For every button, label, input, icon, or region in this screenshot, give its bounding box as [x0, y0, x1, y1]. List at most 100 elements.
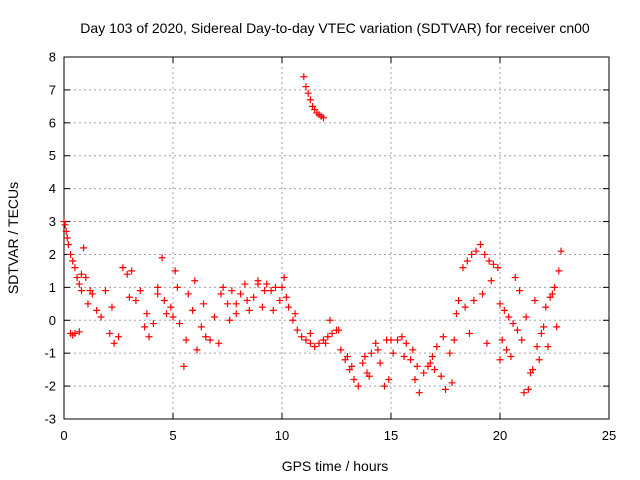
data-point — [173, 283, 181, 291]
data-point — [359, 359, 367, 367]
data-point — [319, 114, 327, 122]
data-point — [237, 290, 245, 298]
data-point — [531, 297, 539, 305]
data-point — [101, 287, 109, 295]
data-point — [67, 250, 75, 258]
data-point — [106, 329, 114, 337]
data-point — [553, 323, 561, 331]
data-point — [487, 277, 495, 285]
data-point — [337, 346, 345, 354]
data-point — [154, 290, 162, 298]
data-point — [468, 250, 476, 258]
data-point — [311, 343, 319, 351]
data-point — [411, 376, 419, 384]
data-point — [219, 283, 227, 291]
x-tick-label: 20 — [493, 428, 507, 443]
data-point — [326, 316, 334, 324]
data-point — [60, 218, 68, 226]
data-point — [442, 385, 449, 393]
data-point — [420, 369, 428, 377]
data-point — [304, 89, 312, 97]
data-point — [520, 389, 528, 397]
data-point — [335, 326, 343, 334]
data-point — [513, 326, 521, 334]
data-point — [243, 297, 251, 305]
data-point — [250, 293, 258, 301]
data-point — [162, 310, 170, 318]
data-point — [232, 310, 240, 318]
data-point — [84, 300, 92, 308]
data-point — [354, 382, 362, 390]
data-point — [413, 362, 421, 370]
data-point — [380, 382, 388, 390]
data-point — [302, 83, 310, 91]
data-point — [193, 346, 201, 354]
data-point — [446, 349, 454, 357]
data-point — [189, 306, 197, 314]
data-point — [551, 283, 558, 291]
data-point — [289, 316, 297, 324]
y-tick-label: 3 — [49, 214, 56, 229]
data-point — [171, 267, 179, 275]
data-point — [132, 297, 140, 305]
data-point — [485, 257, 493, 265]
data-point — [407, 356, 415, 364]
data-point — [542, 303, 550, 311]
data-point — [293, 326, 301, 334]
data-point — [500, 306, 508, 314]
data-point — [463, 257, 471, 265]
data-point — [62, 227, 70, 235]
data-point — [483, 339, 491, 347]
data-point — [210, 313, 218, 321]
data-point — [322, 339, 330, 347]
data-point — [63, 234, 71, 242]
grid-lines — [64, 57, 609, 419]
data-point — [71, 329, 79, 337]
data-point — [224, 300, 231, 308]
data-point — [276, 297, 284, 305]
data-point — [509, 320, 517, 328]
y-tick-label: 7 — [49, 82, 56, 97]
data-point — [472, 247, 480, 255]
data-point — [306, 339, 314, 347]
data-point — [367, 349, 375, 357]
data-point — [291, 310, 299, 318]
data-point — [136, 287, 144, 295]
data-point — [535, 356, 543, 364]
data-point — [258, 303, 266, 311]
data-point — [267, 287, 275, 295]
plot-frame — [63, 56, 610, 420]
data-point — [343, 352, 351, 360]
data-point — [459, 264, 467, 272]
data-point — [77, 270, 85, 278]
data-point — [400, 352, 408, 360]
data-point — [86, 287, 94, 295]
data-point — [361, 352, 369, 360]
data-point — [125, 293, 133, 301]
data-point — [197, 323, 205, 331]
data-point — [245, 306, 253, 314]
data-point — [489, 260, 497, 268]
data-point — [431, 366, 439, 374]
data-point — [481, 250, 489, 258]
data-point — [328, 329, 336, 337]
x-tick-label: 25 — [602, 428, 616, 443]
y-tick-label: 4 — [49, 181, 56, 196]
x-tick-label: 10 — [275, 428, 289, 443]
data-point — [479, 290, 487, 298]
data-point — [202, 333, 210, 341]
data-point — [169, 313, 177, 321]
data-point — [428, 352, 436, 360]
data-point — [217, 290, 225, 298]
y-tick-label: 1 — [49, 280, 56, 295]
data-point — [241, 280, 249, 288]
data-point — [80, 244, 88, 252]
data-point — [365, 372, 373, 380]
data-point — [108, 303, 116, 311]
data-point — [306, 96, 314, 104]
data-points — [60, 73, 565, 397]
data-point — [176, 320, 184, 328]
data-point — [348, 362, 356, 370]
data-point — [376, 359, 384, 367]
data-point — [69, 257, 77, 265]
